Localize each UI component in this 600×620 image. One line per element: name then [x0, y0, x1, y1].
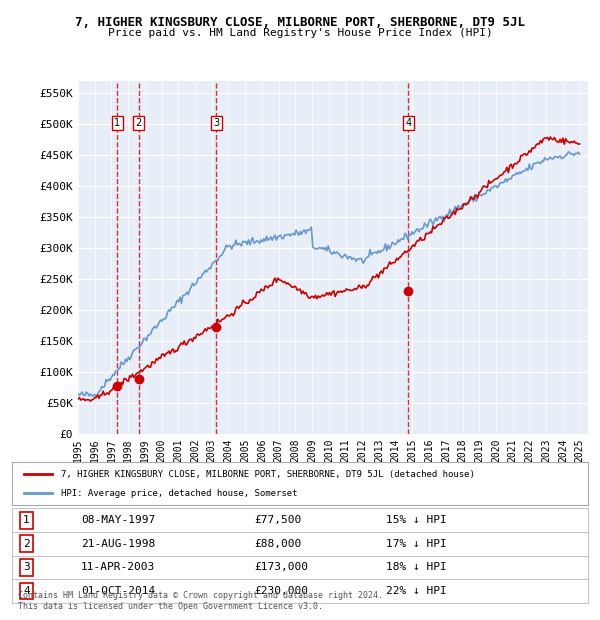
Text: 08-MAY-1997: 08-MAY-1997 — [81, 515, 155, 525]
Text: 18% ↓ HPI: 18% ↓ HPI — [386, 562, 447, 572]
Text: Contains HM Land Registry data © Crown copyright and database right 2024.
This d: Contains HM Land Registry data © Crown c… — [18, 591, 383, 611]
Text: 15% ↓ HPI: 15% ↓ HPI — [386, 515, 447, 525]
Text: 3: 3 — [213, 118, 220, 128]
Text: Price paid vs. HM Land Registry's House Price Index (HPI): Price paid vs. HM Land Registry's House … — [107, 28, 493, 38]
Text: 11-APR-2003: 11-APR-2003 — [81, 562, 155, 572]
Text: 7, HIGHER KINGSBURY CLOSE, MILBORNE PORT, SHERBORNE, DT9 5JL: 7, HIGHER KINGSBURY CLOSE, MILBORNE PORT… — [75, 16, 525, 29]
Text: 21-AUG-1998: 21-AUG-1998 — [81, 539, 155, 549]
Text: HPI: Average price, detached house, Somerset: HPI: Average price, detached house, Some… — [61, 489, 298, 498]
Text: 17% ↓ HPI: 17% ↓ HPI — [386, 539, 447, 549]
Text: 1: 1 — [23, 515, 30, 525]
Text: 2: 2 — [136, 118, 142, 128]
Text: 1: 1 — [114, 118, 121, 128]
Text: £77,500: £77,500 — [254, 515, 301, 525]
Text: 4: 4 — [23, 586, 30, 596]
Text: £173,000: £173,000 — [254, 562, 308, 572]
Text: 7, HIGHER KINGSBURY CLOSE, MILBORNE PORT, SHERBORNE, DT9 5JL (detached house): 7, HIGHER KINGSBURY CLOSE, MILBORNE PORT… — [61, 469, 475, 479]
Text: 4: 4 — [405, 118, 412, 128]
Text: 01-OCT-2014: 01-OCT-2014 — [81, 586, 155, 596]
Text: 22% ↓ HPI: 22% ↓ HPI — [386, 586, 447, 596]
Text: £230,000: £230,000 — [254, 586, 308, 596]
Text: £88,000: £88,000 — [254, 539, 301, 549]
Text: 3: 3 — [23, 562, 30, 572]
Text: 2: 2 — [23, 539, 30, 549]
